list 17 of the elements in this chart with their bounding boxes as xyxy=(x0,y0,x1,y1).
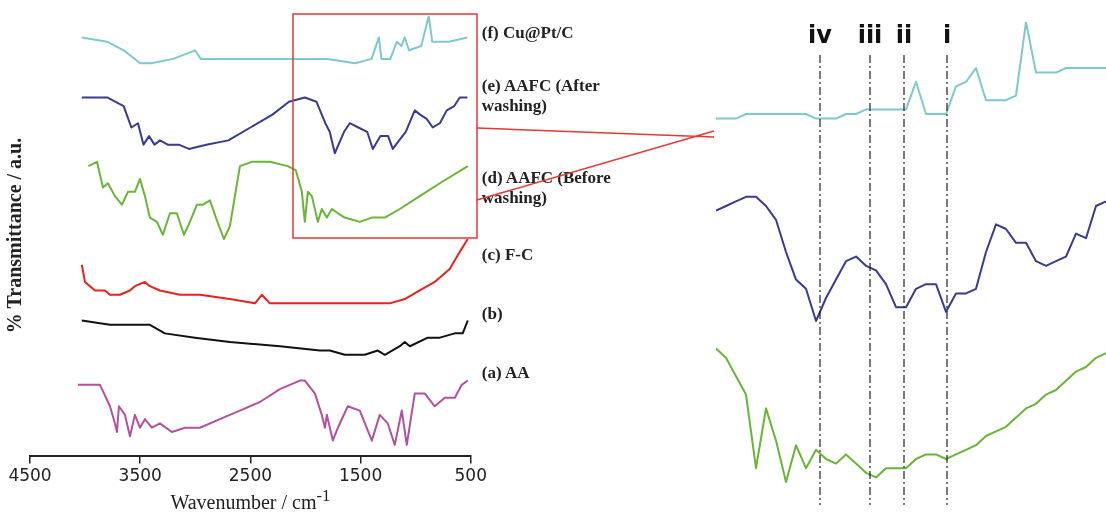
y-axis-title: % Transmittance / a.u. xyxy=(2,138,26,334)
x-tick-label: 500 xyxy=(454,465,487,486)
series-label: (e) AAFC (After washing) xyxy=(481,76,601,117)
series-label: (f) Cu@Pt/C xyxy=(481,23,575,44)
x-axis-title: Wavenumber / cm$^{-1}$ xyxy=(170,486,331,514)
series-label: (c) F-C xyxy=(481,245,535,266)
x-tick-label: 3500 xyxy=(118,465,162,486)
x-tick-label: 1500 xyxy=(338,465,383,486)
series-label: (d) AAFC (Before washing) xyxy=(481,168,612,209)
annotation: ii xyxy=(895,21,913,49)
x-tick-label: 2500 xyxy=(228,465,273,486)
series-label: (b) xyxy=(481,303,504,324)
annotation: i xyxy=(942,21,952,49)
annotation: iv xyxy=(808,21,832,49)
annotation: iii xyxy=(857,21,883,49)
x-tick-label: 4500 xyxy=(8,465,52,486)
series-label: (a) AA xyxy=(481,362,531,383)
